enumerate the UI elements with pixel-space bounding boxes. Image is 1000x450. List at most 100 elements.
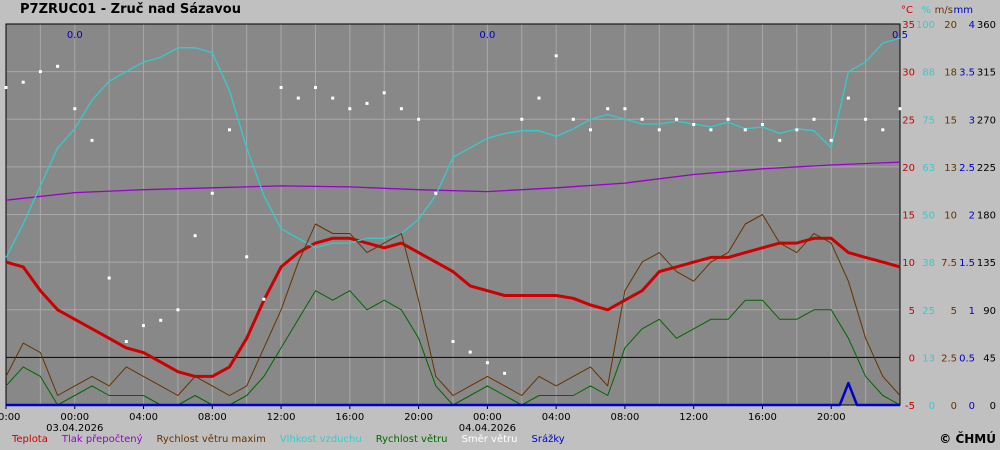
y-axis-ticks: 35302520151050-5100887563503825130201815…: [901, 5, 996, 412]
y-tick-label: 0: [909, 353, 915, 364]
y-tick-label: 1: [969, 306, 975, 317]
wind-dir-point: [761, 123, 764, 126]
wind-dir-point: [73, 107, 77, 111]
wind-dir-point: [176, 308, 180, 312]
x-tick-label: 12:00: [679, 412, 708, 423]
wind-dir-point: [296, 96, 300, 100]
wind-dir-point: [210, 191, 214, 195]
wind-dir-point: [864, 117, 868, 121]
legend-item: Vlhkost vzduchu: [279, 434, 362, 445]
y-tick-label: 10: [902, 258, 915, 269]
precip-annotations: 0.0 0.0 0.5: [67, 30, 908, 41]
precip-sum-label: 0.0: [479, 30, 495, 41]
legend-item: Rychlost větru: [375, 434, 448, 445]
axis-unit-label: °C: [901, 5, 913, 16]
wind-dir-point: [485, 361, 489, 365]
y-tick-label: 3.5: [959, 68, 975, 79]
precip-sum-label: 0.5: [892, 30, 908, 41]
y-tick-label: 25: [922, 306, 935, 317]
y-tick-label: 100: [916, 20, 935, 31]
wind-dir-point: [314, 86, 317, 89]
wind-dir-point: [726, 117, 730, 121]
series-line-2: [5, 37, 901, 258]
legend-item: Směr větru: [461, 434, 518, 445]
y-tick-label: 15: [944, 115, 957, 126]
x-tick-label: 20:00: [404, 412, 433, 423]
wind-dir-point: [778, 138, 782, 142]
wind-dir-point: [606, 107, 610, 111]
y-tick-label: 225: [977, 163, 996, 174]
wind-dir-point: [142, 324, 145, 328]
y-tick-label: 20: [902, 163, 915, 174]
y-tick-label: 180: [977, 211, 996, 222]
y-tick-label: 38: [922, 258, 935, 269]
legend-item: Rychlost větru maxim: [156, 434, 266, 445]
wind-dir-point: [38, 70, 42, 74]
legend-item: Tlak přepočtený: [61, 434, 143, 445]
wind-dir-point: [228, 128, 231, 132]
legend: Teplota Tlak přepočtený Rychlost větru max…: [12, 434, 579, 445]
x-tick-label: 04:00: [129, 412, 158, 423]
y-tick-label: 5: [909, 306, 915, 317]
wind-dir-point: [881, 128, 885, 132]
wind-dir-point: [90, 138, 94, 142]
wind-dir-point: [451, 340, 455, 343]
x-tick-label: 16:00: [748, 412, 777, 423]
series-line-5: [6, 381, 900, 407]
x-tick-label: 20:00: [817, 412, 846, 423]
wind-dir-point: [262, 297, 266, 301]
wind-dir-point: [468, 350, 472, 354]
y-tick-label: 35: [902, 20, 915, 31]
wind-dir-point: [709, 128, 713, 132]
y-tick-label: 75: [922, 115, 935, 126]
wind-dir-point: [692, 123, 696, 126]
y-tick-label: 0: [990, 401, 996, 412]
axis-unit-label: %: [921, 5, 931, 16]
y-tick-label: 50: [922, 211, 935, 222]
series-line-0: [5, 236, 901, 378]
y-tick-label: 7.5: [941, 258, 957, 269]
wind-dir-point: [623, 107, 627, 111]
x-tick-label: 00:00: [473, 412, 502, 423]
x-axis-ticks: 20:00 00:00 04:00 08:00 12:00 16:00 20:00 00:00…: [0, 405, 846, 434]
y-tick-label: 15: [902, 211, 915, 222]
x-tick-label: 00:00: [60, 412, 89, 423]
wind-dir-point: [640, 117, 644, 121]
precip-sum-label: 0.0: [67, 30, 83, 41]
wind-dir-point: [812, 117, 816, 121]
wind-dir-point: [675, 117, 678, 121]
y-tick-label: 63: [922, 163, 935, 174]
wind-dir-point: [417, 117, 421, 121]
y-tick-label: 25: [902, 115, 915, 126]
series-line-1: [5, 161, 901, 201]
wind-dir-point: [56, 64, 60, 68]
wind-dir-point: [898, 107, 902, 111]
axis-unit-label: m/s: [935, 5, 953, 16]
y-tick-label: 5: [951, 306, 957, 317]
wind-dir-point: [657, 128, 661, 132]
wind-dir-point: [382, 91, 386, 95]
y-tick-label: 270: [977, 115, 996, 126]
wind-dir-point: [434, 191, 438, 195]
wind-dir-point: [348, 107, 352, 111]
wind-dir-point: [159, 318, 163, 322]
wind-direction-points: [4, 54, 902, 375]
y-tick-label: 0.5: [959, 353, 975, 364]
wind-dir-point: [554, 54, 558, 58]
y-tick-label: 30: [902, 68, 915, 79]
wind-dir-point: [846, 96, 850, 100]
x-tick-label: 12:00: [267, 412, 296, 423]
wind-dir-point: [503, 371, 507, 375]
date-label: 04.04.2026: [459, 423, 516, 434]
y-tick-label: 18: [944, 68, 957, 79]
y-tick-label: 2.5: [941, 353, 957, 364]
wind-dir-point: [520, 117, 524, 121]
y-tick-label: 2: [969, 211, 975, 222]
y-tick-label: 13: [922, 353, 935, 364]
y-tick-label: 3: [969, 115, 975, 126]
y-tick-label: 2.5: [959, 163, 975, 174]
wind-dir-point: [743, 128, 747, 132]
y-tick-label: 20: [944, 20, 957, 31]
wind-dir-point: [589, 128, 592, 132]
wind-dir-point: [245, 255, 249, 259]
